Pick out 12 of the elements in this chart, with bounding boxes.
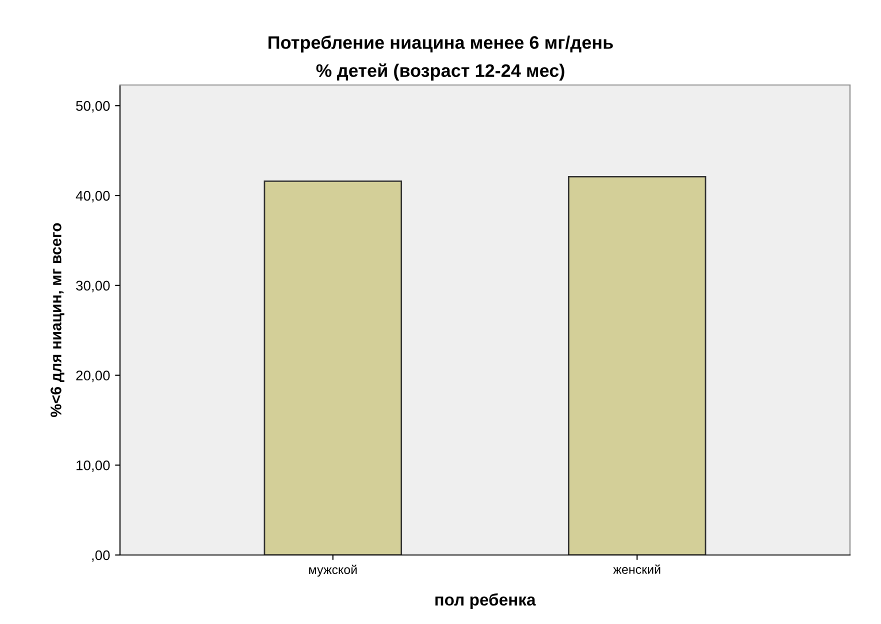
x-tick-label: мужской: [309, 564, 357, 577]
chart-title: Потребление ниацина менее 6 мг/день: [268, 36, 613, 52]
y-tick-label: ,00: [92, 550, 110, 562]
y-tick-label: 40,00: [76, 190, 110, 202]
x-tick-label: женский: [613, 564, 660, 574]
y-tick-label: 30,00: [76, 280, 110, 292]
chart-subtitle: % детей (возраст 12-24 мес): [316, 63, 564, 81]
x-axis-title: пол ребенка: [435, 593, 536, 609]
y-tick-label: 20,00: [76, 370, 110, 382]
y-tick-label: 50,00: [76, 101, 110, 112]
y-tick-label: 10,00: [76, 460, 110, 472]
y-axis-title: %<6 для ниацин, мг всего: [50, 223, 64, 418]
